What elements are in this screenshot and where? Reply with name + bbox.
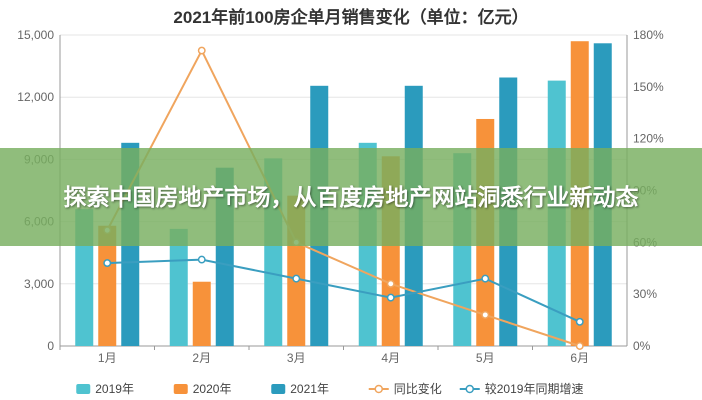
y-right-tick-label: 0% xyxy=(633,339,651,353)
point-较2019年同期增速 xyxy=(292,274,301,283)
banner-text: 探索中国房地产市场，从百度房地产网站洞悉行业新动态 xyxy=(63,184,639,210)
x-tick-label: 2月 xyxy=(192,351,211,365)
overlay-banner: 探索中国房地产市场，从百度房地产网站洞悉行业新动态 xyxy=(0,148,702,246)
x-tick-label: 4月 xyxy=(381,351,400,365)
y-left-tick-label: 15,000 xyxy=(17,28,54,42)
bar-2020年 xyxy=(98,225,117,346)
legend-label: 2019年 xyxy=(95,382,134,396)
y-right-tick-label: 150% xyxy=(633,80,664,94)
y-left-tick-label: 12,000 xyxy=(17,90,54,104)
line-同比变化 xyxy=(106,48,581,347)
x-tick-label: 1月 xyxy=(98,351,117,365)
bar-2020年 xyxy=(192,281,211,346)
y-right-tick-label: 120% xyxy=(633,132,664,146)
legend-label: 2021年 xyxy=(290,382,329,396)
x-tick-label: 6月 xyxy=(570,351,589,365)
point-较2019年同期增速 xyxy=(386,293,395,302)
point-同比变化 xyxy=(575,342,584,350)
legend-swatch-marker xyxy=(465,384,474,394)
point-同比变化 xyxy=(481,310,490,319)
legend-swatch-marker xyxy=(374,384,383,394)
point-较2019年同期增速 xyxy=(481,274,490,283)
point-同比变化 xyxy=(197,46,206,55)
bar-2019年 xyxy=(169,228,188,346)
point-较2019年同期增速 xyxy=(103,259,112,268)
legend-label: 2020年 xyxy=(193,382,232,396)
line-较2019年同期增速 xyxy=(107,258,581,323)
y-right-tick-label: 180% xyxy=(633,28,664,42)
legend-label: 同比变化 xyxy=(394,381,442,396)
legend-swatch xyxy=(76,384,91,394)
point-较2019年同期增速 xyxy=(575,317,584,326)
point-同比变化 xyxy=(386,279,395,288)
x-tick-label: 3月 xyxy=(287,351,306,365)
chart-title: 2021年前100房企单月销售变化（单位：亿元） xyxy=(173,8,529,27)
legend-label: 较2019年同期增速 xyxy=(485,381,584,396)
legend-swatch xyxy=(271,384,286,394)
y-left-tick-label: 3,000 xyxy=(24,277,54,291)
y-right-tick-label: 30% xyxy=(633,287,657,301)
x-tick-label: 5月 xyxy=(476,351,495,365)
point-较2019年同期增速 xyxy=(197,255,206,264)
legend-swatch xyxy=(173,384,188,394)
y-left-tick-label: 0 xyxy=(47,339,54,353)
